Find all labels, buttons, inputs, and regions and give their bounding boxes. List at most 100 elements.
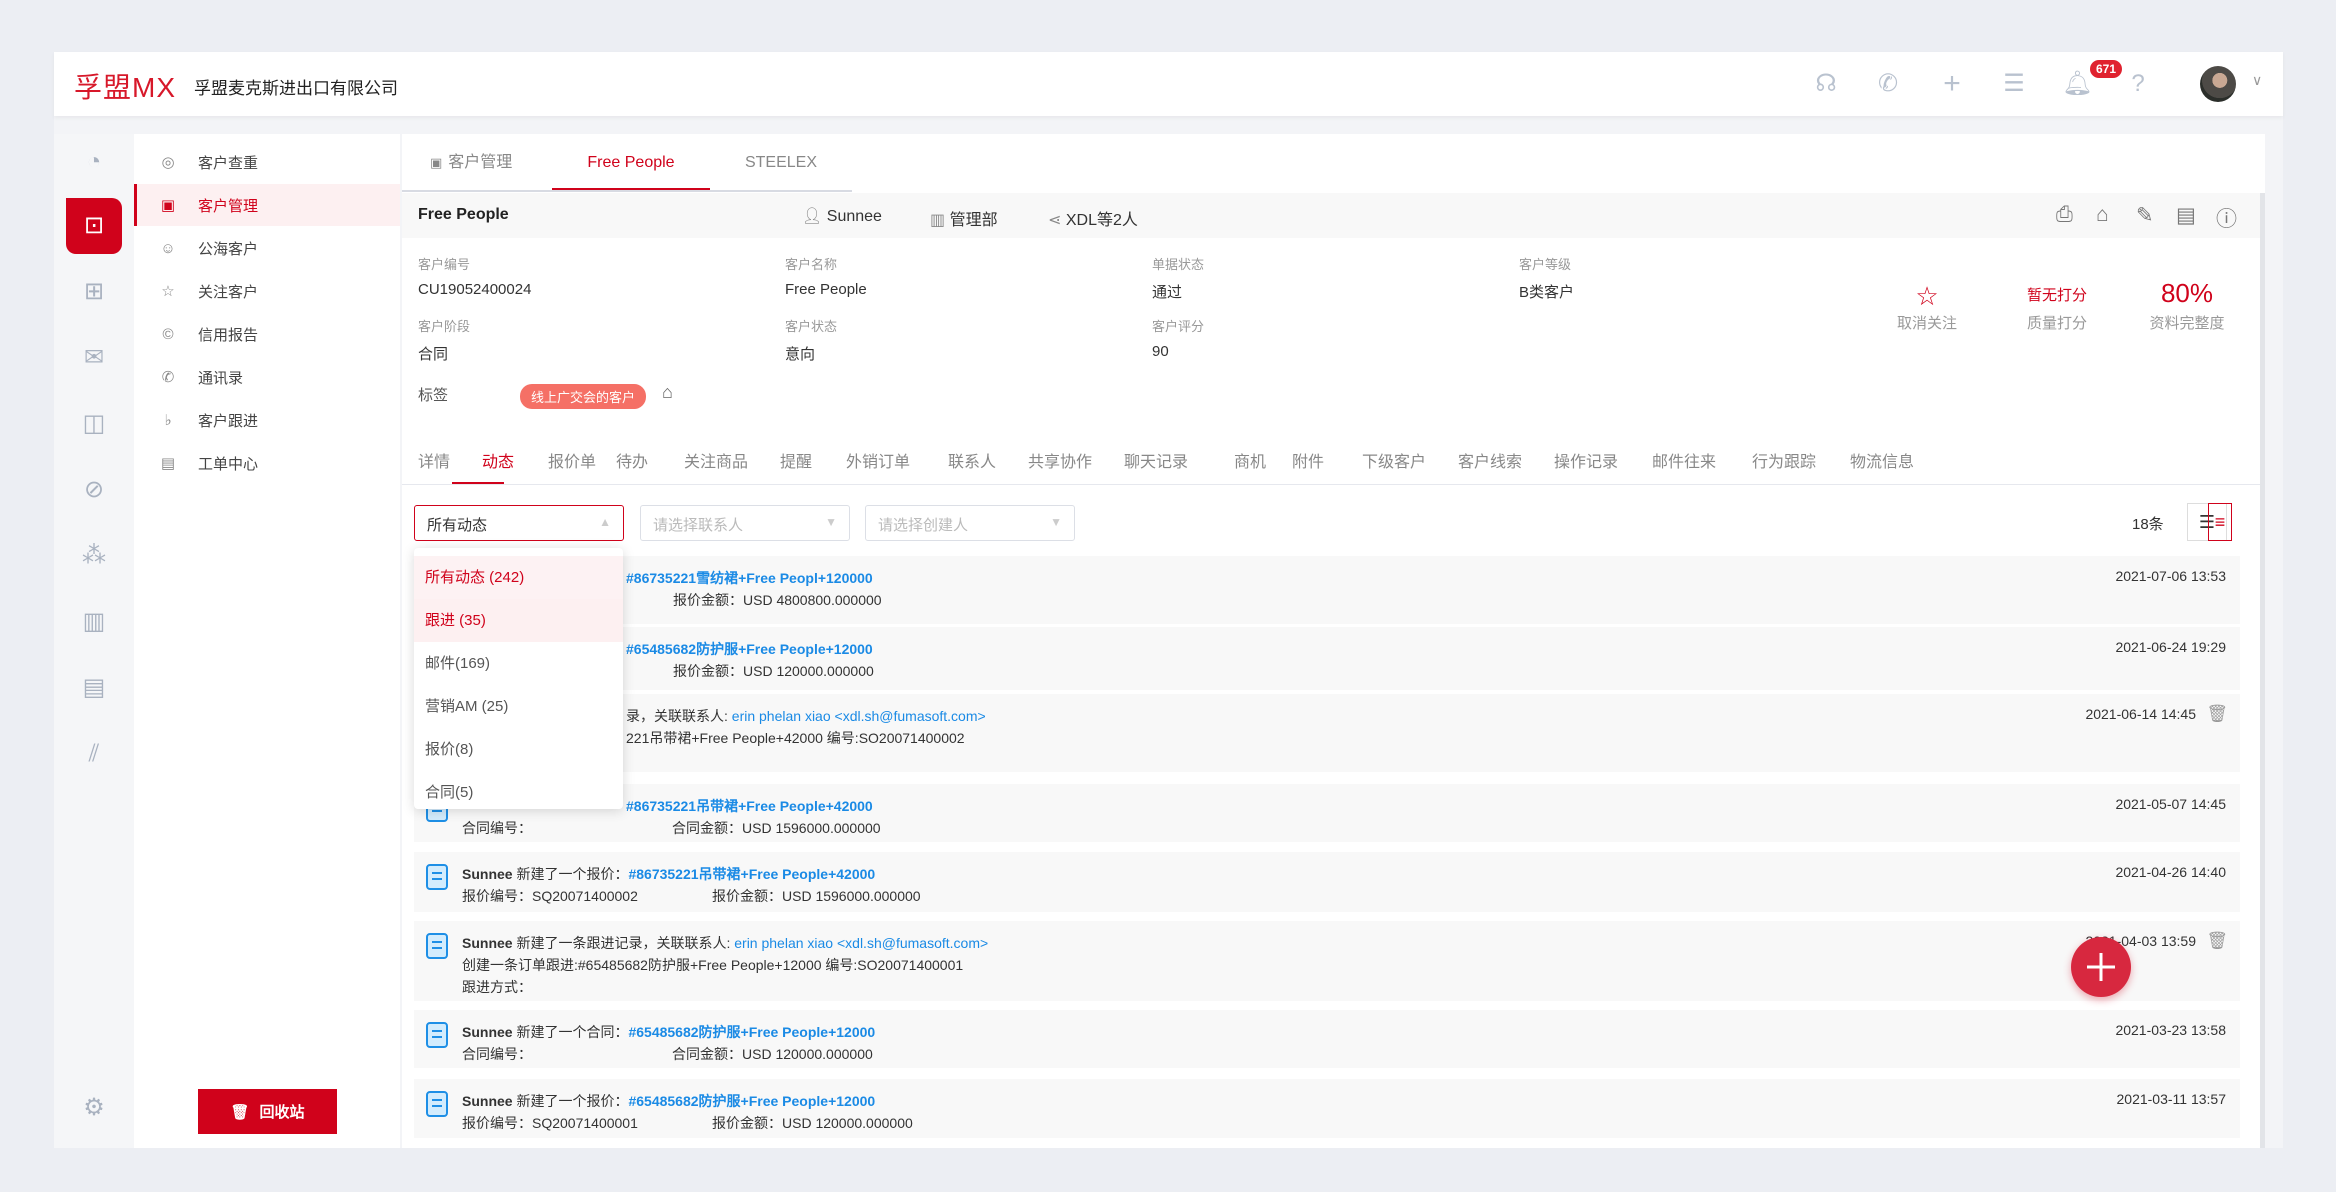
subtab[interactable]: 待办 (616, 454, 649, 471)
sidebar-item-followed-customers[interactable]: ☆ 关注客户 (134, 270, 400, 312)
add-tag-icon[interactable]: ⌂ (662, 382, 673, 402)
scrollbar[interactable] (2260, 193, 2265, 1148)
report-icon[interactable]: ⫽ (88, 740, 100, 767)
dropdown-option[interactable]: 营销AM (25) (425, 698, 509, 715)
contact-select[interactable]: 请选择联系人 ▼ (640, 505, 850, 541)
caret-up-icon: ▲ (599, 515, 611, 529)
delete-icon[interactable]: 🗑︎ (2206, 704, 2228, 723)
activity-detail: 报价编号：SQ20071400002 报价金额：USD 1596000.00000… (462, 886, 1262, 906)
subtab[interactable]: 联系人 (948, 454, 997, 471)
document-icon[interactable]: ▤ (2176, 204, 2196, 227)
bell-icon[interactable]: 🔔︎ (2062, 70, 2093, 97)
edit-icon[interactable]: ✎ (2136, 204, 2154, 227)
activity-type-select[interactable]: 所有动态 ▲ (414, 505, 624, 541)
tag-icon[interactable]: ⌂ (2096, 203, 2109, 226)
sidebar-item-credit-report[interactable]: © 信用报告 (134, 313, 400, 355)
recycle-bin-button[interactable]: 🗑︎ 回收站 (198, 1089, 337, 1134)
avatar[interactable] (2200, 66, 2236, 102)
sidebar-item-address-book[interactable]: ✆ 通讯录 (134, 356, 400, 398)
plus-icon[interactable]: + (1943, 67, 1961, 100)
activity-link[interactable]: #65485682防护服+Free People+12000 (628, 1024, 876, 1040)
subtab[interactable]: 邮件往来 (1652, 454, 1717, 471)
creator-select[interactable]: 请选择创建人 ▼ (865, 505, 1075, 541)
subtab[interactable]: 报价单 (548, 454, 597, 471)
subtab[interactable]: 行为跟踪 (1752, 454, 1817, 471)
activity-link[interactable]: #86735221吊带裙+Free People+42000 (628, 866, 876, 882)
subtab[interactable]: 聊天记录 (1124, 454, 1189, 471)
print-icon[interactable]: ⎙ (2056, 203, 2073, 226)
activity-link[interactable]: #86735221吊带裙+Free People+42000 (626, 798, 873, 814)
org-icon[interactable]: ⊞ (83, 278, 105, 305)
chevron-down-icon[interactable]: ∨ (2252, 72, 2263, 88)
subtab[interactable]: 物流信息 (1850, 454, 1915, 471)
tab-steelex-inc[interactable]: STEELEX INC (744, 154, 818, 228)
subtab[interactable]: 附件 (1292, 454, 1325, 471)
activity-link[interactable]: erin phelan xiao <xdl.sh@fumasoft.com> (731, 708, 986, 724)
whatsapp-icon[interactable]: ✆ (1877, 70, 1899, 97)
sidebar-item-duplicate-check[interactable]: ◎ 客户查重 (134, 141, 400, 183)
settings-icon[interactable]: ⚙ (83, 1094, 105, 1121)
subtab[interactable]: 外销订单 (846, 454, 911, 471)
mail-icon[interactable]: ✉ (83, 344, 105, 371)
customer-header: Free People 👤︎ Sunnee ▥ 管理部 ⋖ XDL等2人 ⎙ ⌂… (402, 193, 2262, 238)
dropdown-option[interactable]: 跟进 (35) (414, 599, 623, 642)
activity-row[interactable]: Sunnee 新建了一个合同：#65485682防护服+Free People+… (414, 1010, 2240, 1068)
subtab[interactable]: 详情 (418, 454, 451, 471)
headset-icon[interactable]: ☊ (1815, 70, 1837, 97)
activity-row[interactable]: #86735221吊带裙+Free People+42000 合同编号： 合同金额：… (414, 784, 2240, 842)
book-icon[interactable]: ▤ (82, 674, 106, 701)
activity-row[interactable]: #86735221雪纺裙+Free Peopl+120000 报价金额：USD 4… (414, 556, 2240, 624)
customer-icon[interactable]: ⊡ (66, 198, 122, 254)
subtab[interactable]: 关注商品 (684, 454, 749, 471)
department[interactable]: ▥ 管理部 (930, 206, 998, 230)
help-icon[interactable]: ? (2131, 70, 2145, 97)
activity-link[interactable]: #65485682防护服+Free People+12000 (626, 641, 873, 657)
subtab[interactable]: 下级客户 (1362, 454, 1427, 471)
owner[interactable]: 👤︎ Sunnee (802, 206, 882, 226)
sidebar-item-customer-management[interactable]: ▣ 客户管理 (134, 184, 400, 226)
activity-link[interactable]: #65485682防护服+Free People+12000 (628, 1093, 876, 1109)
subtab[interactable]: 商机 (1234, 454, 1267, 471)
activity-link[interactable]: erin phelan xiao <xdl.sh@fumasoft.com> (734, 935, 989, 951)
dashboard-icon[interactable]: ◔ (86, 148, 102, 175)
shop-icon[interactable]: ◫ (82, 410, 106, 437)
schedule-icon[interactable]: ☰ (2003, 70, 2025, 97)
activity-row[interactable]: 录，关联联系人: erin phelan xiao <xdl.sh@fumaso… (414, 694, 2240, 772)
subtab[interactable]: 提醒 (780, 454, 813, 471)
activity-row[interactable]: Sunnee 新建了一个报价：#65485682防护服+Free People+… (414, 1079, 2240, 1138)
credit-icon: © (162, 325, 174, 343)
unfollow-button[interactable]: ☆ 取消关注 (1872, 280, 1982, 333)
network-icon[interactable]: ⁂ (82, 542, 106, 569)
activity-row[interactable]: Sunnee 新建了一条跟进记录，关联联系人: erin phelan xiao… (414, 921, 2240, 1001)
building-icon[interactable]: ▥ (82, 608, 106, 635)
compass-icon[interactable]: ⊘ (83, 476, 105, 503)
subtab[interactable]: 操作记录 (1554, 454, 1619, 471)
sidebar-item-work-orders[interactable]: ▤ 工单中心 (134, 442, 400, 484)
dropdown-option[interactable]: 合同(5) (425, 784, 474, 801)
list-view-toggle[interactable]: ≡ (2208, 503, 2232, 541)
subtab[interactable]: 客户线索 (1458, 454, 1523, 471)
trash-icon: 🗑︎ (230, 1103, 250, 1121)
activity-row[interactable]: #65485682防护服+Free People+12000 报价金额：USD 1… (414, 627, 2240, 690)
customer-tag[interactable]: 线上广交会的客户 (520, 384, 647, 409)
sidebar-item-follow-up[interactable]: ♭ 客户跟进 (134, 399, 400, 441)
tab-customer-management[interactable]: ▣ 客户管理 (410, 134, 532, 191)
activity-amount: 报价金额：USD 1596000.000000 (712, 888, 921, 904)
activity-row[interactable]: Sunnee 新建了一个报价：#86735221吊带裙+Free People+… (414, 852, 2240, 912)
delete-icon[interactable]: 🗑︎ (2206, 931, 2228, 950)
more-icon[interactable]: ⓘ (2216, 208, 2237, 231)
timeline-view-toggle[interactable]: ☰ (2187, 503, 2227, 541)
tab-free-people[interactable]: Free People (552, 134, 710, 191)
subtab[interactable]: 动态 (482, 454, 515, 471)
dropdown-option[interactable]: 所有动态 (242) (414, 556, 623, 599)
add-activity-button[interactable] (2071, 937, 2131, 997)
subtab[interactable]: 共享协作 (1028, 454, 1093, 471)
customer-code: CU19052400024 (418, 281, 532, 298)
tab-label: 客户管理 (448, 154, 513, 171)
activity-link[interactable]: #86735221雪纺裙+Free Peopl+120000 (626, 570, 873, 586)
activity-detail: 报价编号：SQ20071400001 报价金额：USD 120000.000000 (462, 1113, 1262, 1133)
sidebar-item-public-customers[interactable]: ☺ 公海客户 (134, 227, 400, 269)
dropdown-option[interactable]: 邮件(169) (425, 655, 491, 672)
shared-with[interactable]: ⋖ XDL等2人 (1048, 206, 1138, 230)
dropdown-option[interactable]: 报价(8) (425, 741, 474, 758)
